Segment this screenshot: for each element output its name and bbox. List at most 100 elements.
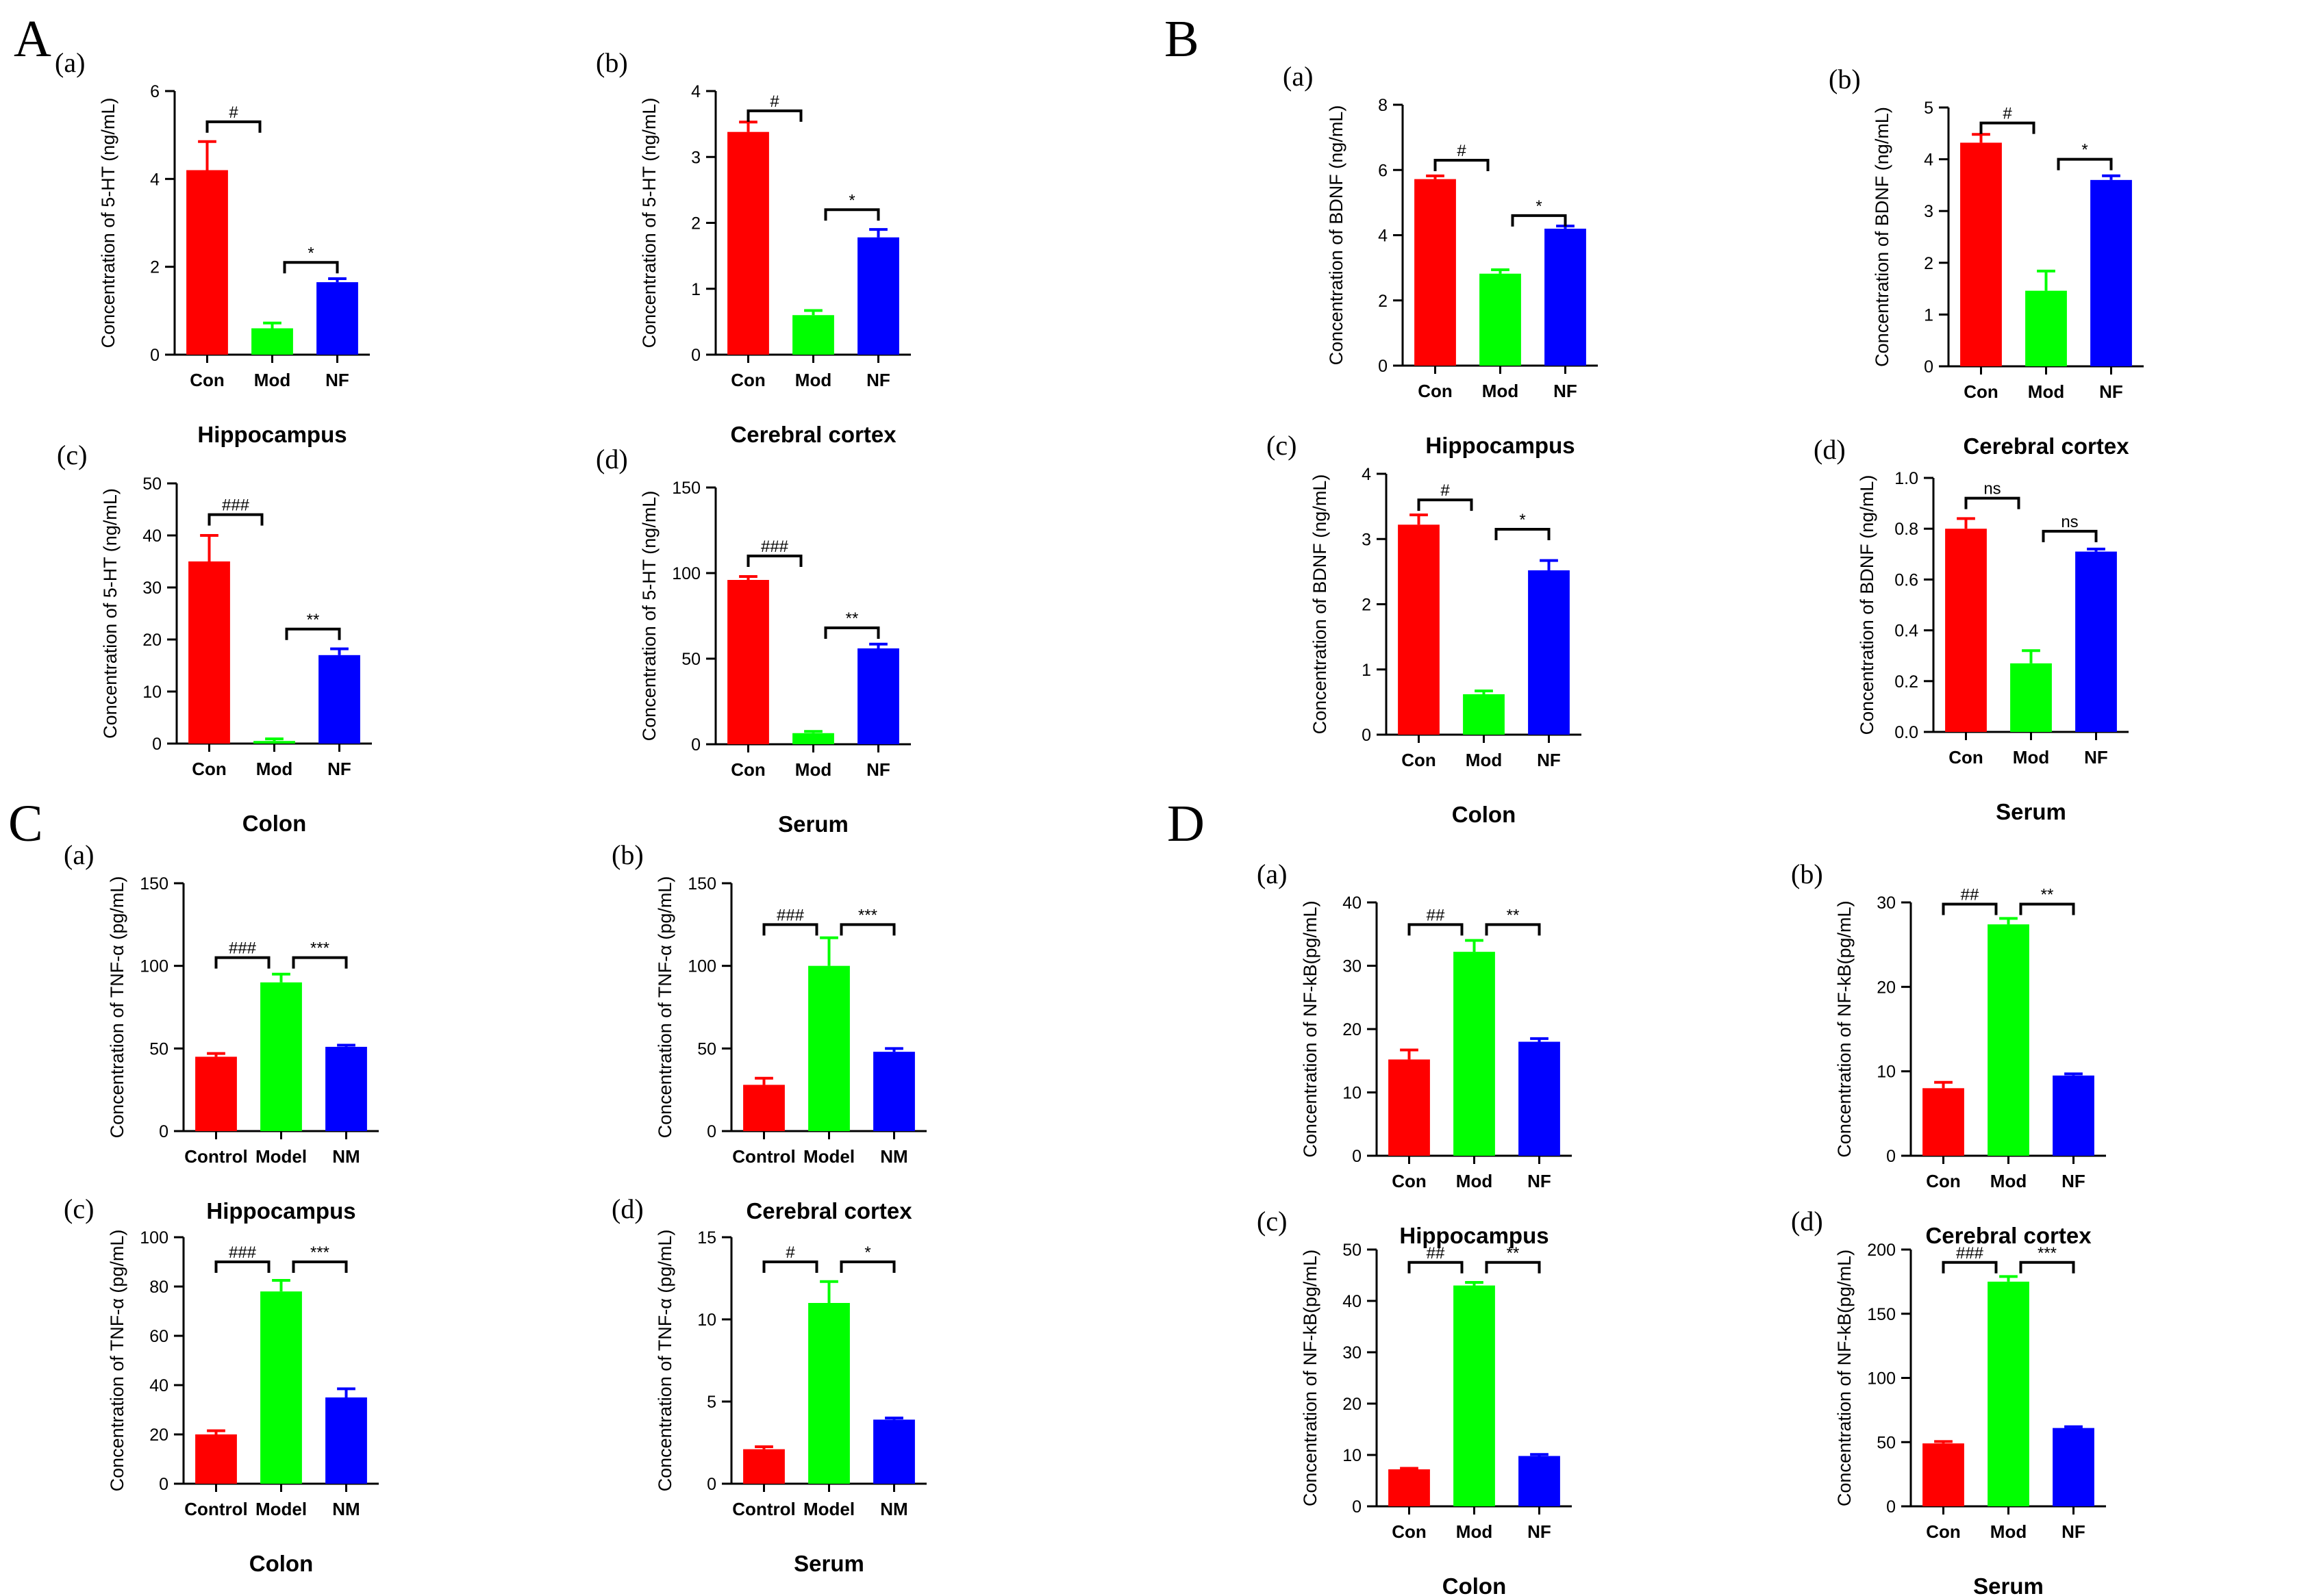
panel-a-b-sig-label: *: [849, 191, 855, 210]
panel-b-c-y-tick-label: 0: [1362, 726, 1371, 745]
panel-d-c-x-tick-label-nf: NF: [1527, 1521, 1551, 1542]
panel-a-b-bar-con: [727, 131, 769, 355]
panel-a-b-sig-bracket: [824, 208, 880, 221]
panel-b-c-bar-mod: [1463, 694, 1505, 735]
panel-d-c-bar-con: [1388, 1469, 1430, 1506]
panel-c-d-title: Serum: [794, 1551, 864, 1576]
panel-b-d-y-axis-label: Concentration of BDNF (ng/mL): [1857, 475, 1877, 735]
panel-c-d-chart: (d) 0 5 10 15 Concentration of TNF-α (pg/mL) C…: [612, 1193, 927, 1576]
panel-c-a-bar-model: [260, 982, 302, 1131]
panel-c-b-sig-label: ###: [777, 906, 805, 924]
panel-c-b-y-tick-label: 50: [697, 1039, 716, 1059]
panel-d-b-sig-label: **: [2041, 885, 2054, 904]
panel-c-d-y-tick-label: 15: [697, 1228, 716, 1247]
panel-b-a-y-tick-label: 6: [1378, 161, 1388, 180]
panel-d-d-sig-bracket: [2019, 1261, 2075, 1274]
panel-b-c-chart: (c) 0 1 2 3 4 Concentration of BDNF (ng/mL) Con…: [1266, 430, 1581, 827]
panel-c-d-x-tick-label-control: Control: [732, 1499, 795, 1519]
panel-c-a-y-tick-label: 50: [149, 1039, 168, 1059]
panel-a-a-y-axis-label: Concentration of 5-HT (ng/mL): [98, 98, 118, 349]
panel-d-b-sub-label: (b): [1791, 859, 1823, 889]
panel-d-b-y-tick-label: 10: [1877, 1063, 1896, 1082]
section-letter-c: C: [8, 795, 43, 852]
panel-b-b-y-tick-label: 5: [1924, 99, 1933, 118]
panel-c-d-sub-label: (d): [612, 1193, 644, 1224]
panel-c-d-x-tick-label-nm: NM: [880, 1499, 907, 1519]
panel-a-a-y-tick-label: 2: [150, 258, 160, 277]
panel-a-d-y-tick-label: 150: [672, 479, 701, 498]
panel-b-b-sig-bracket: [2057, 157, 2113, 170]
panel-d-a-sub-label: (a): [1257, 859, 1287, 889]
panel-d-d-bar-nf: [2053, 1428, 2094, 1506]
panel-d-a-sig-bracket: [1485, 923, 1541, 936]
panel-d-c-y-tick-label: 30: [1342, 1343, 1362, 1363]
panel-c-b-bar-model: [808, 965, 850, 1131]
panel-d-d-sig-label: ###: [1956, 1244, 1984, 1263]
panel-d-c-x-tick-label-con: Con: [1392, 1521, 1427, 1542]
panel-d-c-sub-label: (c): [1257, 1206, 1287, 1237]
panel-b-c-x-tick-label-con: Con: [1401, 750, 1436, 770]
panel-a-b-y-axis-label: Concentration of 5-HT (ng/mL): [639, 98, 660, 349]
panel-a-d-sig-bracket: [824, 626, 880, 639]
panel-d-b-sig-bracket: [1942, 902, 1998, 915]
panel-a-b-y-tick-label: 2: [691, 214, 701, 233]
panel-b-a-sub-label: (a): [1283, 61, 1313, 92]
panel-a-a-y-tick-label: 0: [150, 346, 160, 365]
panel-d-b-x-tick-label-con: Con: [1926, 1171, 1961, 1191]
panel-d-c-chart: (c) 0 10 20 30 40 50 Concentration of NF-kB(pg/…: [1257, 1206, 1572, 1596]
panel-b-b-y-tick-label: 4: [1924, 151, 1933, 170]
panel-c-c-x-tick-label-control: Control: [184, 1499, 247, 1519]
panel-a-b-x-tick-label-mod: Mod: [795, 370, 831, 390]
panel-b-d-bar-nf: [2075, 551, 2117, 732]
panel-d-d-y-axis-label: Concentration of NF-kB(pg/mL): [1834, 1250, 1855, 1506]
panel-d-d-x-tick-label-mod: Mod: [1990, 1521, 2027, 1542]
panel-a-c-y-tick-label: 30: [142, 579, 162, 598]
panel-c-c-sig-label: ***: [310, 1243, 329, 1262]
panel-a-a-y-tick-label: 6: [150, 82, 160, 101]
panel-c-b-sig-label: ***: [858, 906, 877, 924]
panel-d-b-bar-nf: [2053, 1075, 2094, 1156]
panel-c-b-x-tick-label-control: Control: [732, 1146, 795, 1167]
panel-a-a-title: Hippocampus: [197, 422, 347, 447]
panel-c-c-sig-label: ###: [229, 1243, 257, 1262]
panel-c-b-chart: (b) 0 50 100 150 Concentration of TNF-α (pg/m…: [612, 839, 927, 1224]
panel-d-d-sub-label: (d): [1791, 1206, 1823, 1237]
panel-b-a-y-axis-label: Concentration of BDNF (ng/mL): [1326, 105, 1346, 366]
panel-a-c-sig-label: ###: [222, 496, 250, 515]
panel-b-a-bar-mod: [1479, 273, 1521, 366]
panel-c-c-sub-label: (c): [64, 1193, 94, 1224]
panel-c-b-y-tick-label: 100: [688, 957, 716, 976]
panel-b-a-y-tick-label: 0: [1378, 357, 1388, 376]
panel-b-a-sig-label: *: [1535, 197, 1542, 216]
panel-b-d-sig-bracket: [1964, 496, 2020, 509]
panel-b-a-y-tick-label: 8: [1378, 96, 1388, 115]
panel-d-c-sig-bracket: [1407, 1261, 1464, 1274]
panel-d-a-sig-bracket: [1407, 923, 1464, 936]
panel-d-d-x-tick-label-nf: NF: [2061, 1521, 2085, 1542]
panel-d-c-y-tick-label: 10: [1342, 1446, 1362, 1465]
panel-d-a-bar-con: [1388, 1059, 1430, 1156]
panel-d-d-sig-bracket: [1942, 1261, 1998, 1274]
panel-a-b-sig-bracket: [747, 109, 803, 122]
panel-b-c-sig-bracket: [1494, 527, 1551, 540]
panel-a-a-sig-label: #: [229, 103, 238, 122]
panel-b-d-x-tick-label-con: Con: [1948, 747, 1983, 768]
panel-d-b-sig-bracket: [2019, 902, 2075, 915]
panel-d-c-y-tick-label: 0: [1352, 1497, 1362, 1517]
panel-d-b-chart: (b) 0 10 20 30 Concentration of NF-kB(pg/mL) C…: [1791, 859, 2106, 1248]
panel-d-b-bar-con: [1922, 1088, 1964, 1156]
panel-c-a-sig-bracket: [292, 956, 348, 969]
panel-b-a-sig-label: #: [1457, 142, 1466, 160]
panel-b-d-bar-mod: [2010, 663, 2052, 732]
panel-b-c-bar-con: [1398, 524, 1440, 735]
panel-b-b-bar-mod: [2025, 290, 2067, 366]
panel-b-b-x-tick-label-con: Con: [1964, 381, 1998, 402]
panel-b-c-sig-label: *: [1519, 511, 1525, 529]
panel-d-d-y-tick-label: 0: [1886, 1497, 1896, 1517]
panel-c-a-sub-label: (a): [64, 839, 94, 870]
panel-d-a-y-tick-label: 20: [1342, 1020, 1362, 1039]
panel-d-b-sig-label: ##: [1961, 885, 1979, 904]
panel-a-d-chart: (d) 0 50 100 150 Concentration of 5-HT (ng/mL…: [596, 444, 911, 837]
panel-b-c-sig-label: #: [1440, 481, 1450, 500]
